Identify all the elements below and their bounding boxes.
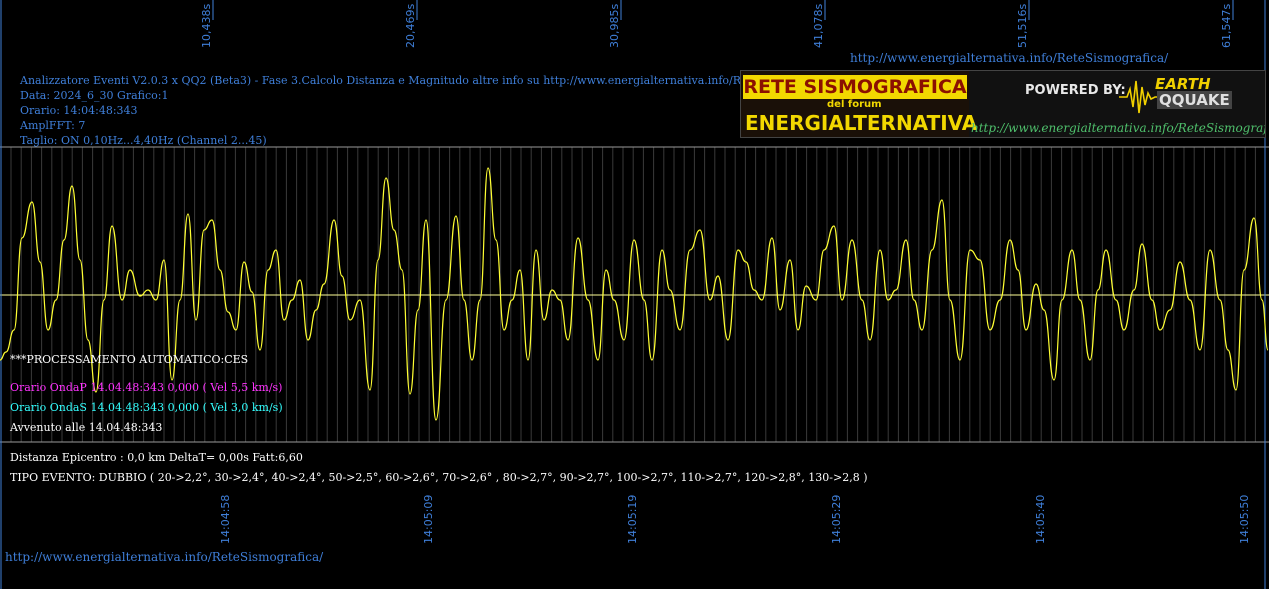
top-time-label: 30,985s — [608, 3, 621, 48]
footer-url-link[interactable]: http://www.energialternativa.info/ReteSi… — [5, 550, 324, 564]
top-time-ticks — [212, 0, 1234, 20]
bottom-time-label: 14:04:58 — [219, 494, 232, 544]
onda-s-line: Orario OndaS 14.04.48:343 0,000 ( Vel 3,… — [10, 401, 283, 414]
header-ampl-line: AmplFFT: 7 — [20, 119, 86, 132]
seismograph-icon — [1119, 80, 1163, 114]
logo-earth-text: EARTH — [1155, 75, 1211, 93]
logo-quake-text: QQUAKE — [1157, 91, 1232, 109]
logo-title: RETE SISMOGRAFICA — [743, 75, 967, 99]
seismic-waveform — [0, 167, 1269, 421]
logo-url[interactable]: http://www.energialternativa.info/ReteSi… — [971, 121, 1266, 135]
bottom-time-label: 14:05:50 — [1238, 494, 1251, 544]
top-url-link[interactable]: http://www.energialternativa.info/ReteSi… — [850, 51, 1169, 65]
header-analyzer-line: Analizzatore Eventi V2.0.3 x QQ2 (Beta3)… — [20, 74, 786, 87]
header-time-line: Orario: 14:04:48:343 — [20, 104, 138, 117]
avvenuto-line: Avvenuto alle 14.04.48:343 — [10, 421, 163, 434]
bottom-time-label: 14:05:29 — [830, 494, 843, 544]
header-filter-line: Taglio: ON 0,10Hz...4,40Hz (Channel 2...… — [20, 134, 267, 147]
top-time-label: 61,547s — [1220, 3, 1233, 48]
top-time-label: 41,078s — [812, 3, 825, 48]
rete-sismografica-logo: RETE SISMOGRAFICA del forum ENERGIALTERN… — [740, 70, 1266, 138]
onda-p-line: Orario OndaP 14.04.48:343 0,000 ( Vel 5,… — [10, 381, 283, 394]
top-time-label: 10,438s — [200, 3, 213, 48]
event-type-line: TIPO EVENTO: DUBBIO ( 20->2,2°, 30->2,4°… — [10, 471, 868, 484]
bottom-time-label: 14:05:09 — [422, 494, 435, 544]
logo-subtitle: del forum — [827, 99, 882, 110]
processing-title: ***PROCESSAMENTO AUTOMATICO:CES — [10, 353, 249, 366]
distance-line: Distanza Epicentro : 0,0 km DeltaT= 0,00… — [10, 451, 303, 464]
top-time-label: 20,469s — [404, 3, 417, 48]
header-date-line: Data: 2024_6_30 Grafico:1 — [20, 89, 169, 102]
bottom-time-label: 14:05:19 — [626, 494, 639, 544]
top-time-label: 51,516s — [1016, 3, 1029, 48]
bottom-time-label: 14:05:40 — [1034, 494, 1047, 544]
logo-brand: ENERGIALTERNATIVA — [745, 111, 978, 135]
logo-powered-by: POWERED BY: — [1025, 83, 1126, 98]
